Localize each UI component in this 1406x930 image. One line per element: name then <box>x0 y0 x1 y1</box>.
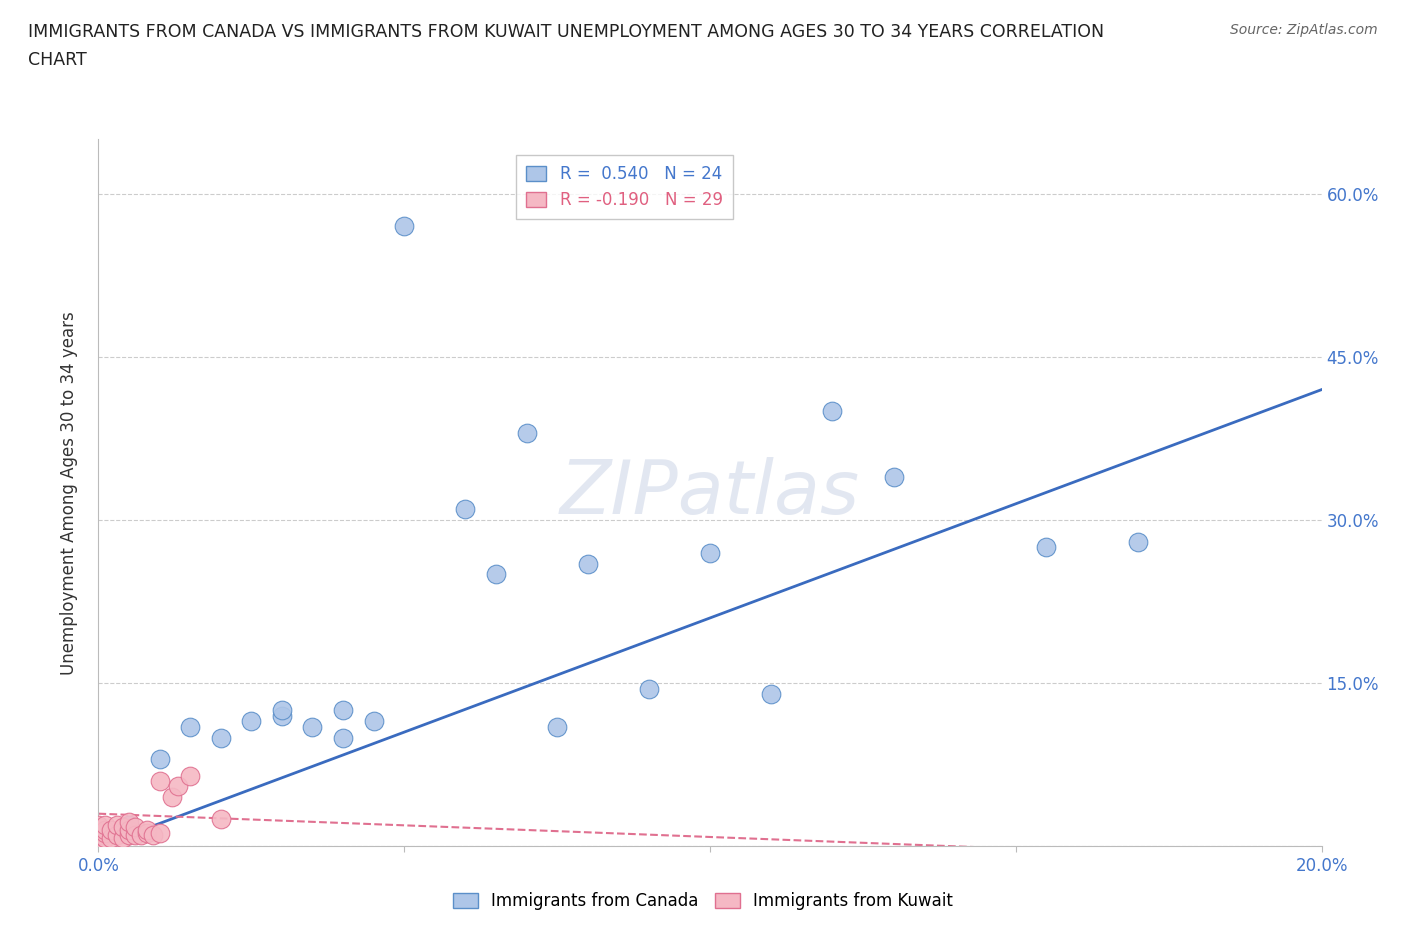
Point <box>821 404 844 418</box>
Point <box>93 822 115 837</box>
Point <box>124 828 146 843</box>
Legend: R =  0.540   N = 24, R = -0.190   N = 29: R = 0.540 N = 24, R = -0.190 N = 29 <box>516 155 733 219</box>
Text: ZIPatlas: ZIPatlas <box>560 457 860 529</box>
Legend: Immigrants from Canada, Immigrants from Kuwait: Immigrants from Canada, Immigrants from … <box>446 885 960 917</box>
Point <box>546 719 568 734</box>
Point <box>111 819 134 834</box>
Point <box>93 830 115 845</box>
Point <box>179 768 201 783</box>
Point <box>332 730 354 745</box>
Point <box>124 819 146 834</box>
Point <box>118 817 141 832</box>
Point <box>105 828 128 843</box>
Point <box>136 826 159 841</box>
Point <box>111 830 134 845</box>
Point <box>100 822 122 837</box>
Y-axis label: Unemployment Among Ages 30 to 34 years: Unemployment Among Ages 30 to 34 years <box>59 311 77 675</box>
Point <box>699 545 721 560</box>
Point <box>87 817 110 832</box>
Point <box>149 751 172 766</box>
Point <box>149 826 172 841</box>
Point <box>270 709 292 724</box>
Point <box>87 828 110 843</box>
Point <box>149 774 172 789</box>
Point <box>209 812 232 827</box>
Point <box>392 219 416 234</box>
Point <box>100 830 122 845</box>
Point <box>485 567 508 582</box>
Point <box>883 469 905 484</box>
Point <box>240 714 263 729</box>
Point <box>576 556 599 571</box>
Point <box>129 828 152 843</box>
Point <box>118 828 141 843</box>
Point <box>270 703 292 718</box>
Point <box>93 817 115 832</box>
Point <box>160 790 183 804</box>
Point <box>118 815 141 830</box>
Point <box>1035 539 1057 554</box>
Point <box>516 426 538 441</box>
Point <box>118 822 141 837</box>
Point <box>454 502 477 517</box>
Point <box>1128 535 1150 550</box>
Point <box>87 822 110 837</box>
Point <box>759 686 782 701</box>
Text: Source: ZipAtlas.com: Source: ZipAtlas.com <box>1230 23 1378 37</box>
Point <box>363 714 385 729</box>
Point <box>105 817 128 832</box>
Text: IMMIGRANTS FROM CANADA VS IMMIGRANTS FROM KUWAIT UNEMPLOYMENT AMONG AGES 30 TO 3: IMMIGRANTS FROM CANADA VS IMMIGRANTS FRO… <box>28 23 1104 41</box>
Point <box>142 828 165 843</box>
Point <box>93 826 115 841</box>
Point <box>87 833 110 848</box>
Point <box>637 681 661 696</box>
Point <box>136 822 159 837</box>
Point <box>179 719 201 734</box>
Point <box>167 779 190 794</box>
Point <box>332 703 354 718</box>
Point <box>209 730 232 745</box>
Point <box>301 719 323 734</box>
Text: CHART: CHART <box>28 51 87 69</box>
